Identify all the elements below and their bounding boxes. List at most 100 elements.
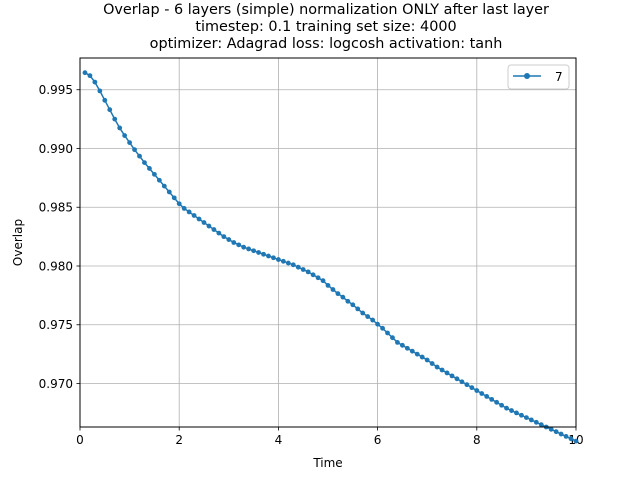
data-point (256, 250, 261, 255)
legend-marker-swatch (524, 73, 530, 79)
data-point (395, 339, 400, 345)
data-point (117, 125, 123, 131)
x-tick-label: 4 (275, 433, 283, 447)
data-point (280, 258, 286, 264)
x-tick-label: 2 (175, 433, 183, 447)
data-point (156, 177, 162, 183)
data-point (236, 242, 242, 248)
data-point (191, 213, 197, 218)
data-point (563, 434, 569, 439)
data-point (181, 206, 187, 211)
data-point (97, 88, 103, 94)
data-point (365, 314, 371, 319)
series-line (84, 72, 577, 442)
x-tick-label: 0 (76, 433, 84, 447)
data-point (335, 291, 341, 297)
data-point (390, 335, 395, 341)
y-tick-label: 0.975 (39, 318, 73, 332)
data-point (553, 429, 559, 435)
y-tick-label: 0.995 (39, 83, 73, 97)
series-layer (82, 70, 579, 444)
data-point (533, 419, 539, 425)
data-point (504, 405, 509, 411)
data-point (112, 116, 118, 122)
data-point (176, 201, 182, 207)
y-tick-label: 0.970 (39, 377, 73, 391)
data-point (340, 294, 346, 300)
data-point (524, 415, 529, 420)
data-point (137, 153, 142, 159)
data-point (305, 269, 311, 275)
data-point (454, 376, 460, 382)
data-point (459, 379, 465, 385)
data-point (186, 209, 192, 215)
y-tick-label: 0.985 (39, 201, 73, 215)
data-point (360, 310, 366, 316)
data-point (82, 70, 88, 76)
data-point (271, 255, 276, 261)
data-point (419, 354, 425, 360)
data-point (196, 216, 202, 222)
legend-entry-label: 7 (555, 70, 563, 84)
data-point (350, 302, 356, 308)
data-point (494, 399, 500, 405)
data-point (290, 262, 296, 268)
y-tick-label: 0.990 (39, 142, 73, 156)
data-point (127, 140, 132, 146)
data-point (439, 367, 445, 373)
data-point (380, 325, 385, 331)
data-point (87, 73, 93, 79)
data-point (514, 410, 519, 416)
y-tick-label: 0.980 (39, 259, 73, 273)
data-point (484, 394, 490, 399)
data-point (152, 171, 157, 177)
data-point (92, 79, 98, 85)
data-point (499, 402, 504, 408)
chart-title: Overlap - 6 layers (simple) normalizatio… (103, 2, 549, 52)
title-line-1: Overlap - 6 layers (simple) normalizatio… (103, 2, 549, 18)
data-point (489, 396, 495, 402)
data-point (464, 382, 470, 388)
data-point (231, 240, 237, 245)
data-point (573, 438, 579, 444)
data-point (246, 246, 252, 252)
data-point (122, 133, 128, 138)
x-tick-label: 6 (374, 433, 382, 447)
data-point (370, 317, 376, 323)
data-point (320, 278, 326, 284)
data-point (166, 189, 172, 195)
data-point (310, 272, 316, 278)
data-point (414, 351, 420, 357)
data-point (519, 412, 524, 418)
data-point (266, 253, 271, 259)
data-point (568, 436, 574, 442)
data-point (409, 348, 415, 354)
x-tick-label: 8 (473, 433, 481, 447)
data-point (538, 422, 544, 428)
data-point (241, 244, 247, 250)
data-point (424, 357, 430, 363)
data-point (474, 388, 480, 393)
data-point (355, 306, 361, 312)
data-point (300, 267, 306, 272)
data-point (171, 195, 177, 201)
data-point (107, 107, 113, 113)
data-point (479, 391, 485, 396)
data-point (285, 260, 291, 266)
data-point (558, 431, 564, 437)
data-point (509, 408, 514, 413)
data-point (469, 385, 475, 391)
data-point (528, 417, 534, 423)
data-point (375, 321, 380, 327)
legend: 7 (507, 64, 570, 90)
data-point (434, 364, 440, 370)
data-point (221, 234, 227, 240)
data-point (102, 97, 108, 103)
data-point (325, 282, 331, 288)
data-point (226, 237, 232, 242)
data-point (201, 220, 207, 225)
data-point (385, 330, 390, 336)
y-axis-ticks: 0.970 0.975 0.980 0.985 0.990 0.995 (39, 83, 80, 391)
